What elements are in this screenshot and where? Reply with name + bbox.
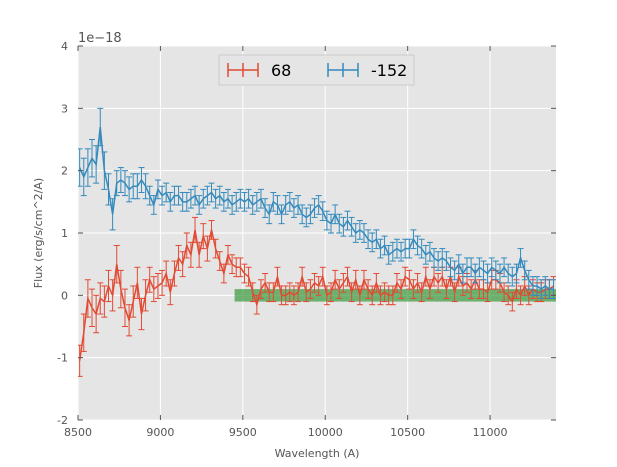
x-tick-label: 9000 (146, 426, 174, 439)
y-tick-label: -2 (57, 414, 68, 427)
x-tick-label: 10500 (390, 426, 425, 439)
x-axis-label: Wavelength (A) (275, 447, 360, 460)
legend-label-152: -152 (371, 61, 407, 80)
x-tick-label: 10000 (308, 426, 343, 439)
y-tick-label: -1 (57, 352, 68, 365)
series-line (78, 126, 554, 291)
series-1 (78, 107, 556, 299)
series-layer (78, 107, 556, 377)
y-axis-label: Flux (erg/s/cm^2/A) (32, 178, 45, 288)
y-offset-label: 1e−18 (78, 31, 122, 46)
y-tick-label: 4 (61, 40, 68, 53)
x-tick-label: 11000 (473, 426, 508, 439)
x-tick-label: 8500 (64, 426, 92, 439)
series-0 (78, 216, 556, 377)
x-tick-label: 9500 (229, 426, 257, 439)
legend-label-68: 68 (271, 61, 291, 80)
legend-entry-68: 68 (227, 61, 291, 80)
series-line (78, 229, 554, 361)
axis-ticks: 8500 9000 9500 10000 10500 11000 -2 -1 0 1 2 3 4 (57, 40, 556, 439)
y-tick-label: 3 (61, 102, 68, 115)
y-tick-label: 1 (61, 227, 68, 240)
legend-entry-152: -152 (327, 61, 407, 80)
legend: 68 -152 (218, 54, 415, 86)
y-tick-label: 2 (61, 165, 68, 178)
y-tick-label: 0 (61, 289, 68, 302)
